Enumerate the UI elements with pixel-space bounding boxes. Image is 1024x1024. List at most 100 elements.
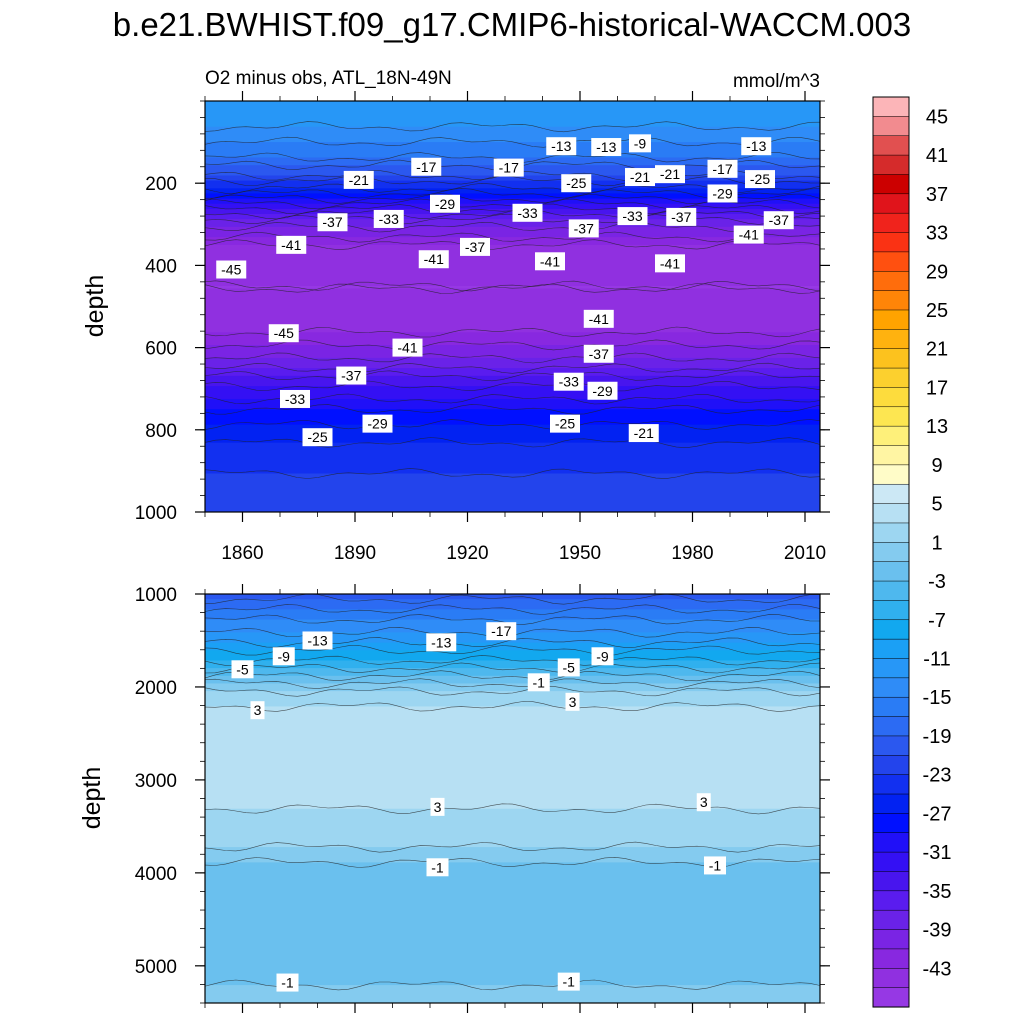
contour-label-bg <box>362 414 393 433</box>
colorbar-swatch <box>872 755 910 776</box>
contour-label-text: -25 <box>566 175 586 191</box>
contour-label: -41 <box>276 235 307 254</box>
colorbar-swatch <box>872 735 910 756</box>
lower-band <box>205 642 820 651</box>
lower-contour-line <box>205 803 820 815</box>
contour-label-text: -37 <box>465 239 485 255</box>
contour-label: -41 <box>655 254 685 273</box>
upper-band <box>205 368 820 377</box>
colorbar-label: -15 <box>923 687 952 709</box>
contour-label-bg <box>655 165 685 184</box>
colorbar-swatch <box>872 387 910 408</box>
upper-contour-line <box>205 326 820 338</box>
y-axis-label-lower: depth <box>78 767 106 830</box>
contour-label: 3 <box>696 793 711 812</box>
contour-label-bg <box>583 309 614 328</box>
colorbar-swatch <box>872 774 910 795</box>
upper-band <box>205 332 820 346</box>
upper-contour-line <box>205 352 820 364</box>
lower-contour-line <box>205 604 820 615</box>
contour-label-bg <box>430 194 460 213</box>
colorbar-swatch <box>872 677 910 698</box>
contour-label-bg <box>392 338 423 357</box>
colorbar-label: -23 <box>923 765 952 787</box>
contour-label-text: -17 <box>712 161 732 177</box>
panel-subtitle: O2 minus obs, ATL_18N-49N <box>205 68 452 89</box>
contour-label: -17 <box>493 158 524 177</box>
lower-contour-line <box>205 685 820 697</box>
colorbar-swatch <box>872 561 910 582</box>
colorbar-label: 45 <box>926 106 948 128</box>
upper-band <box>205 473 820 512</box>
colorbar-label: 5 <box>931 494 942 516</box>
contour-label: -41 <box>583 309 614 328</box>
colorbar-swatch <box>872 619 910 640</box>
upper-contour-line <box>205 380 820 392</box>
contour-label-bg <box>557 658 580 677</box>
lower-contour-line <box>205 645 820 656</box>
y-tick-label: 2000 <box>135 678 177 699</box>
contour-label: -41 <box>392 338 423 357</box>
contour-label-text: -25 <box>750 171 770 187</box>
contour-label-text: -17 <box>491 623 511 639</box>
contour-label: -17 <box>707 159 738 178</box>
upper-band <box>205 424 820 444</box>
contour-label-bg <box>591 138 622 157</box>
contour-label-text: 3 <box>569 694 577 710</box>
contour-label-text: -33 <box>285 391 305 407</box>
contour-label-bg <box>231 660 254 679</box>
contour-label-bg <box>655 254 685 273</box>
upper-band <box>205 219 820 228</box>
upper-band <box>205 126 820 143</box>
contour-label: -25 <box>550 414 580 433</box>
upper-contour-line <box>205 362 820 374</box>
y-tick-label: 4000 <box>135 864 177 885</box>
contour-label: -37 <box>460 237 490 256</box>
lower-band <box>205 609 820 621</box>
contour-label: -13 <box>302 631 333 650</box>
upper-contour-line <box>205 419 820 430</box>
contour-label-text: -21 <box>349 172 369 188</box>
contour-label: -37 <box>583 344 614 363</box>
contour-label-bg <box>733 225 764 244</box>
contour-label-bg <box>302 631 333 650</box>
lower-band <box>205 675 820 685</box>
contour-label: -33 <box>512 203 543 222</box>
upper-contour-line <box>205 136 820 148</box>
contour-label-bg <box>276 235 307 254</box>
lower-band <box>205 660 820 669</box>
contour-label: -37 <box>568 219 599 238</box>
contour-label-text: -13 <box>746 138 766 154</box>
colorbar-label: -27 <box>923 803 952 825</box>
contour-label: -41 <box>418 250 449 269</box>
lower-band <box>205 985 820 1003</box>
contour-label: -29 <box>430 194 460 213</box>
contour-label-bg <box>704 856 726 875</box>
lower-contour-line <box>205 655 820 666</box>
contour-label-text: -1 <box>281 975 294 991</box>
contour-label: -37 <box>666 207 697 226</box>
contour-label-text: -41 <box>660 255 680 271</box>
contour-label-text: -21 <box>634 425 654 441</box>
colorbar-swatch <box>872 522 910 543</box>
y-tick-label: 3000 <box>135 771 177 792</box>
contour-label: -21 <box>625 168 655 187</box>
lower-band <box>205 862 820 986</box>
x-tick-label: 1920 <box>446 543 488 564</box>
lower-contour-line <box>205 670 820 682</box>
contour-label-bg <box>550 414 580 433</box>
contour-label: 3 <box>430 797 445 816</box>
lower-band <box>205 706 820 810</box>
contour-label-bg <box>373 209 404 228</box>
upper-contour-line <box>205 239 820 251</box>
contour-label-bg <box>336 366 367 385</box>
contour-label-bg <box>527 673 550 692</box>
contour-label-bg <box>486 622 517 641</box>
contour-label-bg <box>343 170 374 189</box>
colorbar-swatch <box>872 987 910 1008</box>
upper-contour-line <box>205 370 820 382</box>
contour-label-bg <box>250 701 265 720</box>
contour-label-text: -1 <box>709 857 722 873</box>
